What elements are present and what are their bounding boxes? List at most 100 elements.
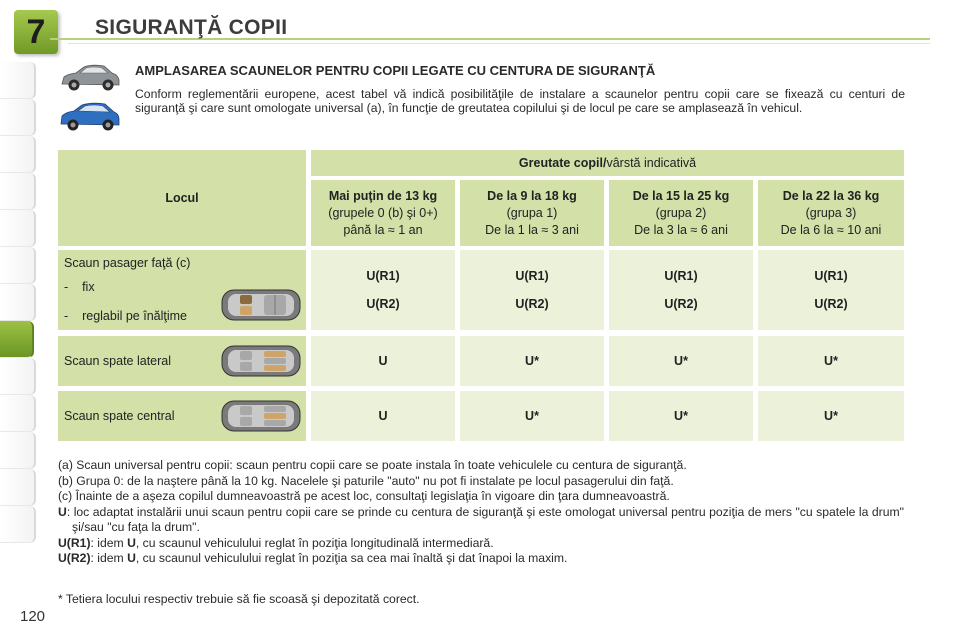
sub-label: reglabil pe înălţime <box>82 309 187 323</box>
value-cell: U* <box>758 336 904 386</box>
car-top-view-rear-central-icon <box>221 400 301 432</box>
seat-header-label: Locul <box>165 191 199 205</box>
value-r2: U(R2) <box>515 297 549 311</box>
side-tab[interactable] <box>0 358 36 395</box>
grey-car-icon <box>61 64 120 91</box>
column-group: (grupa 3) <box>805 205 857 220</box>
column-group: (grupele 0 (b) şi 0+) <box>328 205 438 220</box>
column-group: (grupa 1) <box>506 205 558 220</box>
value: U <box>378 409 388 423</box>
note-term-inline: U <box>127 535 136 550</box>
weight-group-header: Greutate copil/vârstă indicativă <box>311 150 904 176</box>
dash: - <box>64 280 69 294</box>
value: U* <box>824 409 838 423</box>
page-title: SIGURANŢĂ COPII <box>95 16 288 39</box>
row-label-front-passenger: Scaun pasager faţă (c) - fix - reglabil … <box>58 250 306 330</box>
value: U* <box>525 354 539 368</box>
row-sub-label-fixed: - fix <box>64 280 95 294</box>
seat-column-header: Locul <box>58 150 306 246</box>
column-age: De la 3 la ≈ 6 ani <box>634 222 728 237</box>
row-label: Scaun spate lateral <box>64 354 172 368</box>
side-tab[interactable] <box>0 210 36 247</box>
side-tab[interactable] <box>0 99 36 136</box>
value-r1: U(R1) <box>664 269 698 283</box>
note-term: U(R2) <box>58 551 91 565</box>
intro-paragraph: Conform reglementării europene, acest ta… <box>135 87 905 115</box>
value-cell: U(R1) U(R2) <box>758 250 904 330</box>
value: U* <box>674 409 688 423</box>
row-sub-label-adjustable: - reglabil pe înălţime <box>64 309 187 323</box>
column-title: De la 15 la 25 kg <box>632 188 730 203</box>
side-tab[interactable] <box>0 173 36 210</box>
side-tab[interactable] <box>0 136 36 173</box>
value-r2: U(R2) <box>814 297 848 311</box>
value-r1: U(R1) <box>515 269 549 283</box>
side-tab[interactable] <box>0 506 36 543</box>
page-number: 120 <box>20 608 46 625</box>
header-divider <box>50 38 930 40</box>
note-u: U: loc adaptat instalării unui scaun pen… <box>58 505 904 536</box>
weight-column-header: De la 15 la 25 kg (grupa 2) De la 3 la ≈… <box>609 180 753 246</box>
value-cell: U <box>311 336 455 386</box>
chapter-number: 7 <box>26 13 46 51</box>
side-tab[interactable] <box>0 432 36 469</box>
side-tab[interactable] <box>0 469 36 506</box>
chapter-tab[interactable]: 7 <box>14 10 58 54</box>
note-text: : loc adaptat instalării unui scaun pent… <box>66 504 904 535</box>
column-title: De la 22 la 36 kg <box>782 188 880 203</box>
note-term: U <box>58 504 67 519</box>
weight-column-header: Mai puţin de 13 kg (grupele 0 (b) şi 0+)… <box>311 180 455 246</box>
side-tab-active[interactable] <box>0 321 34 358</box>
note-text: : idem <box>90 551 128 565</box>
side-tab[interactable] <box>0 395 36 432</box>
value-r1: U(R1) <box>814 269 848 283</box>
side-tab[interactable] <box>0 284 36 321</box>
chapter-side-tabs <box>0 62 36 574</box>
blue-car-icon <box>60 102 120 131</box>
note-b: (b) Grupa 0: de la naştere până la 10 kg… <box>58 473 674 488</box>
row-label-rear-central: Scaun spate central <box>58 391 306 441</box>
column-age: până la ≈ 1 an <box>343 222 423 237</box>
weight-column-header: De la 22 la 36 kg (grupa 3) De la 6 la ≈… <box>758 180 904 246</box>
value-r2: U(R2) <box>366 297 400 311</box>
value-cell: U* <box>460 391 604 441</box>
note-text: , cu scaunul vehiculului reglat în poziţ… <box>135 551 568 565</box>
value-cell: U* <box>460 336 604 386</box>
weight-header-bold: Greutate copil/ <box>518 156 607 170</box>
note-c: (c) Înainte de a aşeza copilul dumneavoa… <box>58 489 670 503</box>
note-term: U(R1) <box>58 535 91 550</box>
side-tab[interactable] <box>0 247 36 284</box>
note-a: (a) Scaun universal pentru copii: scaun … <box>58 458 687 472</box>
header-divider-secondary <box>68 43 930 44</box>
value-cell: U(R1) U(R2) <box>311 250 455 330</box>
note-ur1: U(R1): idem U, cu scaunul vehiculului re… <box>58 536 904 552</box>
section-heading: AMPLASAREA SCAUNELOR PENTRU COPII LEGATE… <box>135 63 656 78</box>
value-cell: U* <box>758 391 904 441</box>
footnote: * Tetiera locului respectiv trebuie să f… <box>58 592 420 606</box>
note-text: : idem <box>90 535 128 550</box>
side-tab[interactable] <box>0 62 36 99</box>
note-text: , cu scaunul vehiculului reglat în poziţ… <box>135 535 494 550</box>
value: U* <box>824 354 838 368</box>
value: U* <box>674 354 688 368</box>
value-cell: U* <box>609 391 753 441</box>
column-title: De la 9 la 18 kg <box>487 188 577 203</box>
value-cell: U* <box>609 336 753 386</box>
value-cell: U <box>311 391 455 441</box>
note-term-inline: U <box>127 551 136 565</box>
column-title: Mai puţin de 13 kg <box>328 188 438 203</box>
column-age: De la 1 la ≈ 3 ani <box>485 222 579 237</box>
car-top-view-rear-lateral-icon <box>221 345 301 377</box>
column-group: (grupa 2) <box>655 205 707 220</box>
weight-header-normal: vârstă indicativă <box>606 156 697 170</box>
weight-column-header: De la 9 la 18 kg (grupa 1) De la 1 la ≈ … <box>460 180 604 246</box>
value-cell: U(R1) U(R2) <box>460 250 604 330</box>
note-ur2: U(R2): idem U, cu scaunul vehiculului re… <box>58 551 904 567</box>
value: U <box>378 354 388 368</box>
column-age: De la 6 la ≈ 10 ani <box>780 222 882 237</box>
value-r2: U(R2) <box>664 297 698 311</box>
row-label: Scaun pasager faţă (c) <box>64 256 191 270</box>
car-top-view-front-seat-icon <box>221 289 301 321</box>
notes-block: (a) Scaun universal pentru copii: scaun … <box>58 458 904 567</box>
dash: - <box>64 309 69 323</box>
